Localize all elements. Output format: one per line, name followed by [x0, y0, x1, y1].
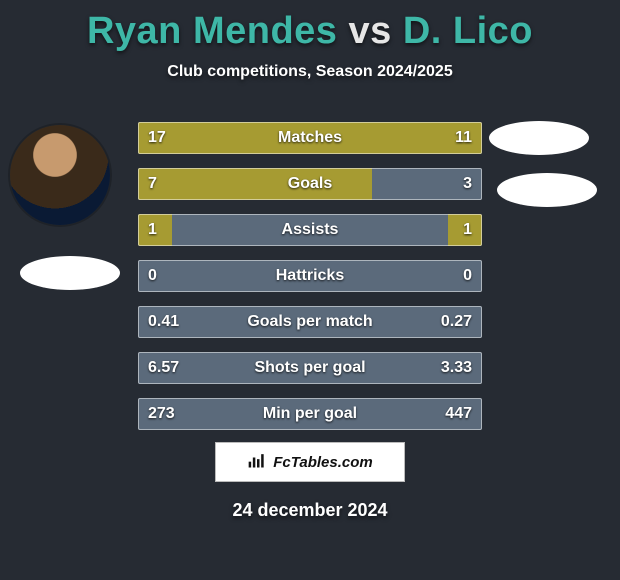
player1-name: Ryan Mendes [87, 10, 337, 52]
stat-value-right: 11 [455, 122, 472, 154]
stat-value-right: 1 [463, 214, 472, 246]
generation-date: 24 december 2024 [0, 500, 620, 521]
stat-label: Hattricks [138, 260, 482, 292]
decorative-oval [489, 121, 589, 155]
player2-name: D. Lico [403, 10, 533, 52]
comparison-title: Ryan Mendes vs D. Lico [0, 0, 620, 53]
stat-value-right: 0 [463, 260, 472, 292]
chart-bars-icon [247, 450, 267, 475]
stat-row: 0Hattricks0 [138, 260, 482, 292]
fctables-watermark: FcTables.com [215, 442, 405, 482]
stat-bars: 17Matches11 7Goals3 1Assists1 0Hattricks0 0.… [138, 122, 482, 444]
stat-label: Matches [138, 122, 482, 154]
stat-label: Shots per goal [138, 352, 482, 384]
stat-row: 273Min per goal447 [138, 398, 482, 430]
watermark-text: FcTables.com [273, 454, 372, 471]
stat-row: 1Assists1 [138, 214, 482, 246]
stat-row: 17Matches11 [138, 122, 482, 154]
decorative-oval [20, 256, 120, 290]
stat-row: 7Goals3 [138, 168, 482, 200]
stat-row: 0.41Goals per match0.27 [138, 306, 482, 338]
decorative-oval [497, 173, 597, 207]
player1-avatar [10, 125, 110, 225]
stat-label: Goals per match [138, 306, 482, 338]
stat-label: Goals [138, 168, 482, 200]
stat-value-right: 3.33 [441, 352, 472, 384]
stat-label: Assists [138, 214, 482, 246]
stat-value-right: 0.27 [441, 306, 472, 338]
vs-label: vs [349, 10, 392, 52]
stat-label: Min per goal [138, 398, 482, 430]
stat-value-right: 447 [445, 398, 472, 430]
stat-row: 6.57Shots per goal3.33 [138, 352, 482, 384]
stat-value-right: 3 [463, 168, 472, 200]
subtitle: Club competitions, Season 2024/2025 [0, 63, 620, 81]
